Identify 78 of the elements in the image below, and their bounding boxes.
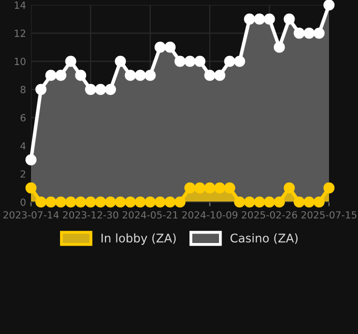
y-tick-label: 10: [14, 58, 26, 66]
point: [224, 182, 236, 194]
point: [184, 56, 196, 67]
point: [75, 196, 86, 208]
y-tick-label: 0: [20, 198, 26, 206]
point: [35, 84, 46, 95]
point: [304, 28, 315, 39]
point: [214, 70, 226, 81]
point: [254, 14, 266, 25]
point: [75, 70, 86, 81]
point: [35, 196, 46, 208]
point: [323, 0, 335, 11]
point: [264, 14, 275, 25]
point: [204, 182, 216, 194]
point: [134, 196, 146, 208]
point: [114, 56, 126, 67]
point: [85, 196, 96, 208]
y-tick-label: 8: [20, 86, 26, 94]
point: [104, 196, 116, 208]
y-tick-label: 4: [20, 142, 26, 150]
point: [304, 196, 315, 208]
point: [94, 196, 106, 208]
point: [25, 182, 37, 194]
y-tick-label: 2: [20, 170, 26, 178]
point: [65, 196, 76, 208]
point: [154, 42, 166, 53]
point: [323, 182, 335, 194]
point: [124, 70, 136, 81]
point: [194, 56, 206, 67]
legend-label: Casino (ZA): [230, 233, 298, 244]
point: [244, 196, 256, 208]
point: [144, 70, 156, 81]
point: [85, 84, 96, 95]
point: [45, 196, 56, 208]
point: [234, 196, 246, 208]
x-tick-label: 2023-12-30: [63, 211, 118, 219]
y-tick-label: 14: [14, 2, 26, 9]
point: [144, 196, 156, 208]
point: [294, 196, 305, 208]
point: [134, 70, 146, 81]
point: [45, 70, 56, 81]
x-tick-label: 2023-07-14: [3, 211, 59, 219]
point: [264, 196, 275, 208]
x-tick-label: 2024-10-09: [182, 211, 238, 219]
x-tick-label: 2025-07-15: [301, 211, 356, 219]
x-tick-label: 2025-02-26: [242, 211, 298, 219]
point: [224, 56, 236, 67]
point: [124, 196, 136, 208]
point: [154, 196, 166, 208]
point: [314, 28, 325, 39]
point: [254, 196, 266, 208]
point: [55, 70, 66, 81]
point: [65, 56, 76, 67]
point: [234, 56, 246, 67]
x-tick-label: 2024-05-21: [122, 211, 178, 219]
point: [104, 84, 116, 95]
point: [204, 70, 216, 81]
point: [184, 182, 196, 194]
point: [284, 182, 295, 194]
y-tick-label: 6: [20, 114, 26, 122]
y-tick-label: 12: [14, 30, 26, 37]
point: [244, 14, 256, 25]
point: [114, 196, 126, 208]
point: [314, 196, 325, 208]
point: [194, 182, 206, 194]
point: [164, 196, 176, 208]
point: [284, 14, 295, 25]
point: [94, 84, 106, 95]
point: [164, 42, 176, 53]
point: [274, 42, 285, 53]
point: [55, 196, 66, 208]
point: [274, 196, 285, 208]
point: [25, 154, 37, 166]
point: [174, 196, 186, 208]
point: [294, 28, 305, 39]
legend-label: In lobby (ZA): [102, 233, 176, 245]
point: [174, 56, 186, 67]
point: [214, 182, 226, 194]
